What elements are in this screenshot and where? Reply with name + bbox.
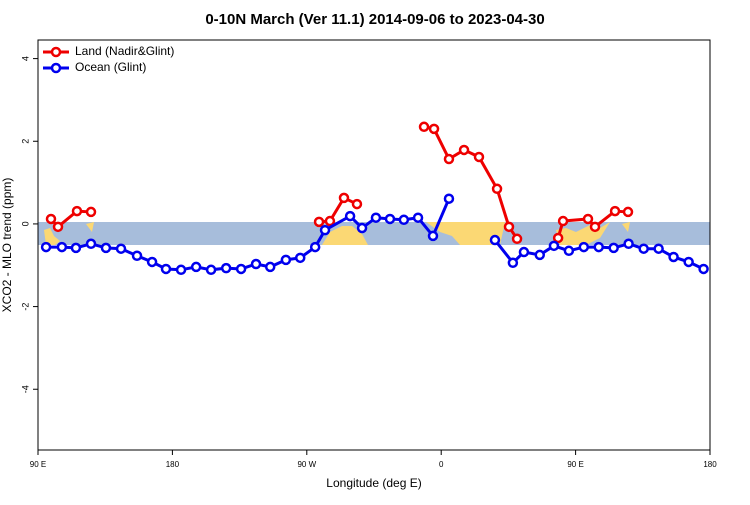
- x-tick-label: 90 W: [297, 460, 316, 469]
- data-point: [398, 214, 410, 226]
- data-point: [319, 224, 331, 236]
- y-tick-label: 4: [20, 56, 30, 61]
- data-point: [71, 205, 83, 217]
- data-point: [294, 252, 306, 264]
- data-point: [491, 183, 503, 195]
- data-point: [264, 261, 276, 273]
- data-point: [507, 257, 519, 269]
- legend-marker: [50, 46, 62, 58]
- data-point: [175, 264, 187, 276]
- x-tick-label: 180: [166, 460, 180, 469]
- data-point: [458, 144, 470, 156]
- x-tick-label: 180: [703, 460, 717, 469]
- data-point: [428, 123, 440, 135]
- data-point: [622, 206, 634, 218]
- data-point: [131, 250, 143, 261]
- data-point: [683, 256, 694, 268]
- data-point: [220, 262, 232, 274]
- data-point: [370, 212, 382, 223]
- data-point: [548, 240, 560, 252]
- data-point: [473, 151, 485, 163]
- y-axis-label: XCO2 - MLO trend (ppm): [0, 178, 14, 313]
- ocean-band: [38, 222, 710, 245]
- data-point: [427, 230, 439, 242]
- y-tick-label: -4: [20, 385, 30, 393]
- y-tick-label: -2: [20, 303, 30, 311]
- data-point: [205, 264, 217, 276]
- data-point: [578, 241, 590, 253]
- data-point: [653, 243, 664, 254]
- data-point: [412, 212, 424, 223]
- data-point: [250, 258, 262, 270]
- data-point: [593, 241, 604, 253]
- chart-title: 0-10N March (Ver 11.1) 2014-09-06 to 202…: [205, 11, 544, 28]
- data-point: [115, 243, 127, 254]
- data-point: [235, 263, 247, 275]
- data-point: [190, 261, 202, 273]
- data-point: [608, 242, 619, 254]
- data-point: [609, 205, 621, 217]
- data-point: [85, 206, 97, 218]
- data-point: [338, 192, 350, 204]
- legend-label: Land (Nadir&Glint): [75, 44, 174, 58]
- data-point: [356, 222, 368, 234]
- data-point: [384, 213, 396, 225]
- data-point: [638, 243, 649, 254]
- data-point: [668, 251, 679, 263]
- x-tick-label: 0: [439, 460, 444, 469]
- data-point: [309, 241, 321, 253]
- data-point: [40, 241, 52, 253]
- data-point: [582, 213, 594, 225]
- data-point: [160, 263, 172, 275]
- data-point: [324, 215, 336, 227]
- x-tick-label: 90 E: [30, 460, 46, 469]
- x-tick-label: 90 E: [567, 460, 583, 469]
- data-point: [351, 198, 363, 210]
- data-point: [511, 233, 523, 245]
- y-tick-label: 2: [20, 139, 30, 144]
- data-point: [489, 234, 501, 246]
- data-point: [280, 254, 292, 266]
- data-point: [52, 221, 64, 233]
- data-point: [563, 245, 575, 257]
- legend-marker: [50, 62, 62, 74]
- data-point: [45, 213, 57, 225]
- plot-frame: [37, 39, 711, 451]
- data-point: [313, 216, 325, 228]
- data-point: [85, 238, 97, 250]
- data-point: [146, 256, 158, 268]
- data-point: [56, 241, 68, 253]
- y-tick-label: 0: [20, 221, 30, 226]
- data-point: [557, 215, 569, 227]
- data-point: [623, 238, 634, 250]
- data-point: [518, 246, 530, 258]
- data-point: [344, 210, 356, 222]
- x-axis-label: Longitude (deg E): [326, 476, 421, 490]
- data-point: [443, 153, 455, 165]
- data-point: [418, 121, 430, 133]
- data-point: [100, 242, 112, 254]
- data-point: [443, 193, 455, 204]
- data-point: [70, 242, 82, 254]
- data-point: [552, 232, 564, 244]
- data-point: [589, 221, 601, 233]
- legend-label: Ocean (Glint): [75, 60, 146, 74]
- data-point: [698, 263, 709, 275]
- data-point: [534, 249, 546, 261]
- series-line: [49, 125, 629, 240]
- data-point: [503, 221, 515, 233]
